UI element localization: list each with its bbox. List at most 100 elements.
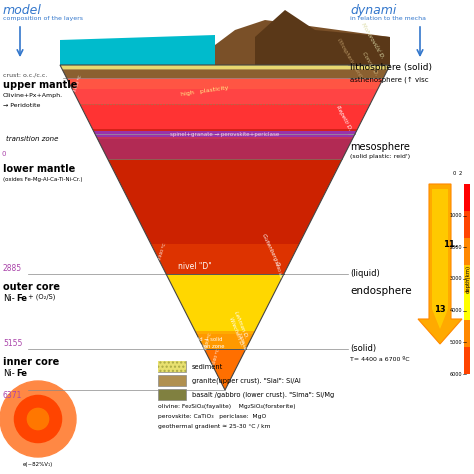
Polygon shape: [62, 69, 388, 70]
Text: transition zone: transition zone: [6, 136, 58, 142]
Text: basalt /gabbro (lower crust). "Sima": Si/Mg: basalt /gabbro (lower crust). "Sima": Si…: [192, 392, 334, 398]
Text: 3000: 3000: [449, 276, 462, 282]
Circle shape: [27, 409, 49, 429]
Text: 2300 ºC: 2300 ºC: [158, 242, 168, 260]
Text: (oxides Fe-Mg-Al-Ca-Ti-Ni-Cr.): (oxides Fe-Mg-Al-Ca-Ti-Ni-Cr.): [3, 177, 82, 182]
Polygon shape: [63, 70, 387, 78]
Polygon shape: [432, 189, 448, 329]
Text: granite(upper crust). "Sial": Si/Al: granite(upper crust). "Sial": Si/Al: [192, 378, 301, 384]
Text: 0: 0: [452, 171, 456, 176]
Text: 6371: 6371: [3, 391, 22, 400]
Text: → Peridotite: → Peridotite: [3, 103, 40, 108]
Polygon shape: [464, 265, 470, 292]
Polygon shape: [204, 349, 246, 390]
Text: 5155: 5155: [3, 339, 22, 348]
Text: lithosphere (solid): lithosphere (solid): [350, 63, 432, 72]
Text: Wiechert D.: Wiechert D.: [228, 317, 244, 347]
Polygon shape: [464, 184, 470, 211]
Text: olivine: Fe₂SiO₄(fayalite)    Mg₂SiO₄(forsterite): olivine: Fe₂SiO₄(fayalite) Mg₂SiO₄(forst…: [158, 404, 296, 409]
Polygon shape: [204, 349, 246, 390]
Text: asthenosphere (↑ visc: asthenosphere (↑ visc: [350, 76, 428, 82]
Circle shape: [14, 395, 62, 443]
Text: crust: o.c./c.c.: crust: o.c./c.c.: [3, 72, 47, 77]
Text: upper mantle: upper mantle: [3, 80, 77, 90]
Text: 1300 ºC: 1300 ºC: [73, 74, 83, 92]
Text: composition of the layers: composition of the layers: [3, 16, 83, 21]
Text: 4000: 4000: [449, 308, 462, 313]
Text: depth(km): depth(km): [465, 265, 471, 293]
Text: outer core: outer core: [3, 282, 60, 292]
Polygon shape: [98, 139, 353, 159]
Text: in relation to the mecha: in relation to the mecha: [350, 16, 426, 21]
Text: 0: 0: [2, 151, 7, 157]
Text: inner core: inner core: [3, 357, 59, 367]
Polygon shape: [464, 211, 470, 238]
Text: 2885: 2885: [3, 264, 22, 273]
FancyBboxPatch shape: [158, 375, 186, 386]
Polygon shape: [418, 184, 462, 344]
FancyBboxPatch shape: [158, 361, 186, 372]
Text: T= 4400 a 6700 ºC: T= 4400 a 6700 ºC: [350, 357, 410, 362]
Text: Fe: Fe: [16, 294, 27, 303]
Polygon shape: [464, 347, 470, 374]
Polygon shape: [464, 238, 470, 265]
Text: sediment: sediment: [192, 364, 223, 370]
Text: 5000 ºC: 5000 ºC: [212, 348, 221, 366]
Text: 13: 13: [434, 304, 446, 313]
Text: + (O₂/S): + (O₂/S): [26, 294, 55, 301]
Text: liquid → solid: liquid → solid: [188, 337, 222, 341]
Polygon shape: [464, 292, 470, 320]
Polygon shape: [255, 10, 390, 65]
Polygon shape: [215, 20, 390, 65]
Polygon shape: [151, 244, 299, 274]
Text: 6000: 6000: [449, 372, 462, 376]
Text: (solid): (solid): [350, 344, 376, 353]
Text: geothermal gradient ≈ 25-30 °C / km: geothermal gradient ≈ 25-30 °C / km: [158, 424, 271, 429]
Text: 1400 kb: 1400 kb: [273, 260, 283, 278]
Polygon shape: [72, 89, 378, 104]
Text: high   plasticity: high plasticity: [181, 85, 229, 97]
Text: (liquid): (liquid): [350, 269, 380, 278]
Polygon shape: [108, 159, 342, 244]
Polygon shape: [60, 35, 215, 65]
Text: 2000: 2000: [449, 245, 462, 250]
Circle shape: [0, 381, 76, 457]
Text: lithospheric mantle: lithospheric mantle: [336, 38, 364, 81]
Polygon shape: [166, 274, 284, 349]
Text: Ni-: Ni-: [3, 294, 15, 303]
Text: 1000: 1000: [449, 213, 462, 218]
Text: Ni-: Ni-: [3, 369, 15, 378]
Polygon shape: [93, 131, 356, 137]
Text: transition zone: transition zone: [185, 344, 225, 348]
FancyBboxPatch shape: [158, 389, 186, 400]
Polygon shape: [60, 65, 390, 69]
Polygon shape: [80, 104, 370, 134]
Text: nivel "D": nivel "D": [178, 262, 212, 271]
Polygon shape: [197, 334, 254, 349]
Text: 4000 ºC: 4000 ºC: [204, 332, 213, 350]
Text: Mohorovičić D.: Mohorovičić D.: [360, 22, 385, 60]
Text: endosphere: endosphere: [350, 286, 411, 296]
Polygon shape: [95, 134, 355, 139]
Text: Repetti D.: Repetti D.: [335, 104, 352, 131]
Text: lower mantle: lower mantle: [3, 164, 75, 174]
Text: model: model: [3, 4, 42, 17]
Text: Conrad D.: Conrad D.: [361, 51, 378, 76]
Text: Fe: Fe: [16, 369, 27, 378]
Text: 11.: 11.: [443, 239, 458, 248]
Text: spinel+granate → perovskite+periclase: spinel+granate → perovskite+periclase: [170, 131, 280, 137]
Polygon shape: [464, 320, 470, 347]
Text: 3300 kb: 3300 kb: [237, 332, 246, 350]
Text: mesosphere: mesosphere: [350, 142, 410, 152]
Text: Olivine+Px+Amph.: Olivine+Px+Amph.: [3, 93, 63, 98]
Polygon shape: [67, 78, 383, 89]
Text: dynami: dynami: [350, 4, 396, 17]
Text: Gutenberg D.: Gutenberg D.: [261, 233, 281, 269]
Polygon shape: [92, 129, 357, 159]
Text: 2: 2: [458, 171, 462, 176]
Text: perovskite: CaTiO₃   periclase:  MgO: perovskite: CaTiO₃ periclase: MgO: [158, 414, 266, 419]
Polygon shape: [195, 331, 255, 349]
Text: 5000: 5000: [449, 340, 462, 345]
Text: (solid plastic: reid'): (solid plastic: reid'): [350, 154, 410, 159]
Text: e(~82%V₁): e(~82%V₁): [23, 462, 53, 467]
